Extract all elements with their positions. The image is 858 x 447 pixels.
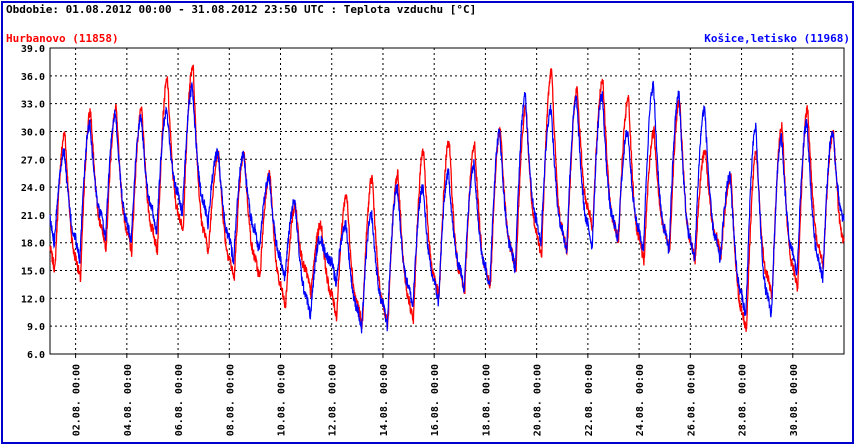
y-tick-label: 9.0 <box>27 322 45 333</box>
y-tick-label: 6.0 <box>27 350 45 361</box>
legend-hurbanovo: Hurbanovo (11858) <box>6 32 119 45</box>
y-tick-label: 36.0 <box>21 72 45 83</box>
x-tick-label: 22.08. 00:00 <box>584 364 595 436</box>
y-tick-label: 21.0 <box>21 211 45 222</box>
x-tick-label: 16.08. 00:00 <box>430 364 441 436</box>
x-tick-label: 30.08. 00:00 <box>789 364 800 436</box>
y-tick-label: 39.0 <box>21 44 45 55</box>
x-tick-label: 26.08. 00:00 <box>686 364 697 436</box>
x-tick-label: 08.08. 00:00 <box>225 364 236 436</box>
y-tick-label: 33.0 <box>21 100 45 111</box>
x-tick-label: 28.08. 00:00 <box>738 364 749 436</box>
x-tick-label: 20.08. 00:00 <box>533 364 544 436</box>
x-tick-label: 24.08. 00:00 <box>635 364 646 436</box>
series-line-kosice <box>49 80 845 334</box>
plot-area <box>49 47 845 355</box>
x-tick-label: 06.08. 00:00 <box>174 364 185 436</box>
x-tick-label: 10.08. 00:00 <box>277 364 288 436</box>
x-tick-label: 02.08. 00:00 <box>72 364 83 436</box>
chart-title: Obdobie: 01.08.2012 00:00 - 31.08.2012 2… <box>6 3 477 16</box>
y-tick-label: 15.0 <box>21 267 45 278</box>
y-tick-label: 30.0 <box>21 127 45 138</box>
x-tick-label: 04.08. 00:00 <box>123 364 134 436</box>
x-tick-label: 14.08. 00:00 <box>379 364 390 436</box>
y-tick-label: 27.0 <box>21 155 45 166</box>
legend-kosice: Košice,letisko (11968) <box>704 32 850 45</box>
y-tick-label: 18.0 <box>21 239 45 250</box>
y-tick-label: 12.0 <box>21 294 45 305</box>
y-tick-label: 24.0 <box>21 183 45 194</box>
x-tick-label: 18.08. 00:00 <box>481 364 492 436</box>
x-tick-label: 12.08. 00:00 <box>328 364 339 436</box>
